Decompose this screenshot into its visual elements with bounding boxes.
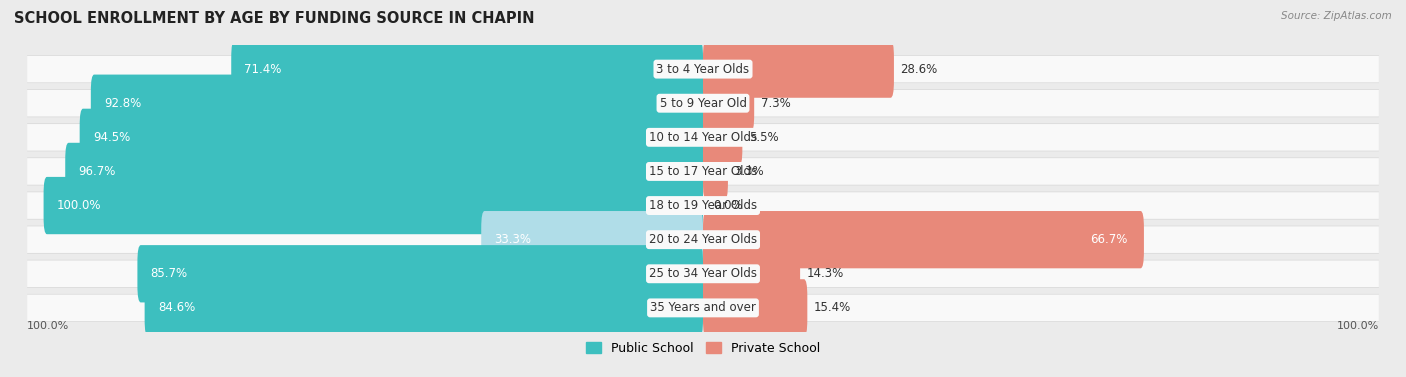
Text: 35 Years and over: 35 Years and over — [650, 301, 756, 314]
FancyBboxPatch shape — [27, 226, 1379, 253]
FancyBboxPatch shape — [27, 55, 1379, 83]
FancyBboxPatch shape — [27, 123, 1379, 151]
FancyBboxPatch shape — [27, 158, 1379, 185]
Text: 71.4%: 71.4% — [245, 63, 281, 76]
FancyBboxPatch shape — [27, 294, 1379, 322]
FancyBboxPatch shape — [27, 90, 1379, 116]
Text: 100.0%: 100.0% — [27, 321, 69, 331]
FancyBboxPatch shape — [138, 245, 703, 302]
FancyBboxPatch shape — [27, 89, 1379, 117]
FancyBboxPatch shape — [27, 226, 1379, 254]
Legend: Public School, Private School: Public School, Private School — [581, 337, 825, 360]
Text: 15 to 17 Year Olds: 15 to 17 Year Olds — [650, 165, 756, 178]
Text: 100.0%: 100.0% — [1337, 321, 1379, 331]
Text: 7.3%: 7.3% — [761, 97, 790, 110]
Text: 92.8%: 92.8% — [104, 97, 141, 110]
FancyBboxPatch shape — [44, 177, 703, 234]
FancyBboxPatch shape — [703, 75, 754, 132]
FancyBboxPatch shape — [481, 211, 703, 268]
FancyBboxPatch shape — [27, 192, 1379, 219]
FancyBboxPatch shape — [703, 279, 807, 337]
Text: 66.7%: 66.7% — [1090, 233, 1128, 246]
Text: 15.4%: 15.4% — [814, 301, 851, 314]
Text: 84.6%: 84.6% — [157, 301, 195, 314]
Text: 10 to 14 Year Olds: 10 to 14 Year Olds — [650, 131, 756, 144]
Text: 14.3%: 14.3% — [807, 267, 844, 280]
FancyBboxPatch shape — [27, 261, 1379, 287]
Text: 3 to 4 Year Olds: 3 to 4 Year Olds — [657, 63, 749, 76]
FancyBboxPatch shape — [703, 143, 728, 200]
Text: 0.0%: 0.0% — [713, 199, 742, 212]
Text: 3.3%: 3.3% — [734, 165, 763, 178]
Text: Source: ZipAtlas.com: Source: ZipAtlas.com — [1281, 11, 1392, 21]
FancyBboxPatch shape — [65, 143, 703, 200]
FancyBboxPatch shape — [27, 56, 1379, 83]
FancyBboxPatch shape — [703, 211, 1144, 268]
FancyBboxPatch shape — [80, 109, 703, 166]
FancyBboxPatch shape — [27, 158, 1379, 185]
Text: 5 to 9 Year Old: 5 to 9 Year Old — [659, 97, 747, 110]
Text: 94.5%: 94.5% — [93, 131, 129, 144]
FancyBboxPatch shape — [27, 260, 1379, 288]
FancyBboxPatch shape — [27, 124, 1379, 151]
Text: 33.3%: 33.3% — [495, 233, 531, 246]
Text: 25 to 34 Year Olds: 25 to 34 Year Olds — [650, 267, 756, 280]
Text: 5.5%: 5.5% — [749, 131, 779, 144]
Text: 18 to 19 Year Olds: 18 to 19 Year Olds — [650, 199, 756, 212]
Text: 20 to 24 Year Olds: 20 to 24 Year Olds — [650, 233, 756, 246]
Text: 100.0%: 100.0% — [56, 199, 101, 212]
FancyBboxPatch shape — [145, 279, 703, 337]
FancyBboxPatch shape — [91, 75, 703, 132]
FancyBboxPatch shape — [231, 40, 703, 98]
FancyBboxPatch shape — [703, 109, 742, 166]
Text: SCHOOL ENROLLMENT BY AGE BY FUNDING SOURCE IN CHAPIN: SCHOOL ENROLLMENT BY AGE BY FUNDING SOUR… — [14, 11, 534, 26]
FancyBboxPatch shape — [703, 245, 800, 302]
FancyBboxPatch shape — [27, 294, 1379, 321]
Text: 28.6%: 28.6% — [900, 63, 938, 76]
FancyBboxPatch shape — [27, 192, 1379, 219]
Text: 85.7%: 85.7% — [150, 267, 187, 280]
FancyBboxPatch shape — [703, 40, 894, 98]
Text: 96.7%: 96.7% — [79, 165, 115, 178]
